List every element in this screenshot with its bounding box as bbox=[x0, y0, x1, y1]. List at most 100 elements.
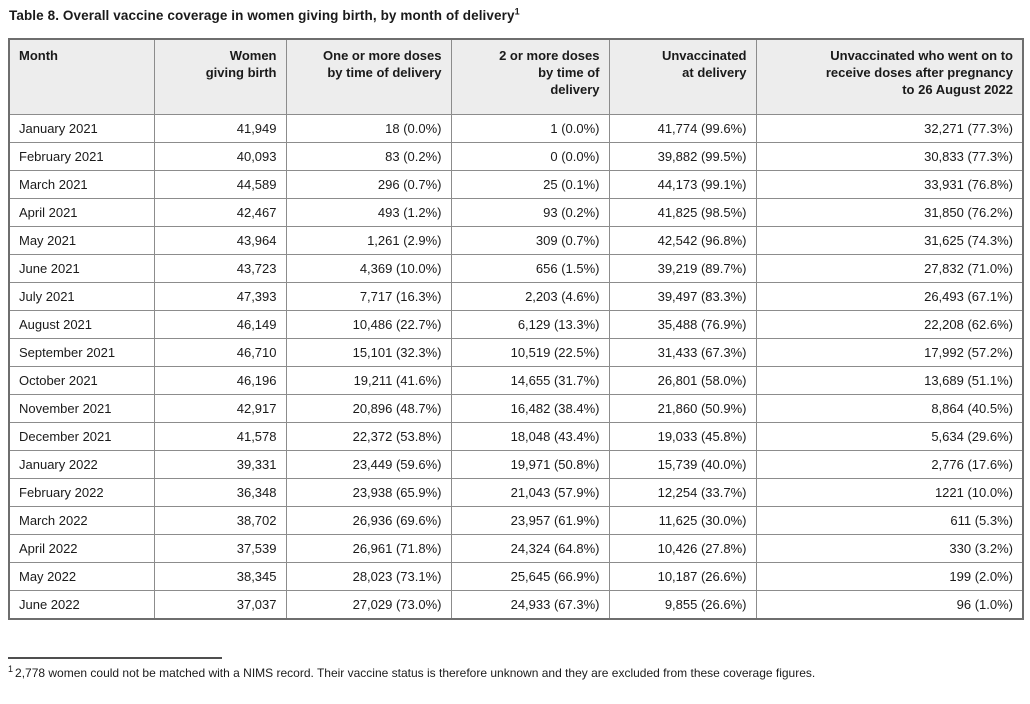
cell-unvaccinated-later-doses: 26,493 (67.1%) bbox=[755, 282, 1024, 311]
cell-one-or-more-doses: 10,486 (22.7%) bbox=[285, 310, 452, 339]
cell-women-giving-birth: 37,037 bbox=[153, 590, 287, 619]
table-title-footnote-marker: 1 bbox=[514, 6, 520, 17]
cell-two-or-more-doses: 6,129 (13.3%) bbox=[450, 310, 610, 339]
table-row: January 2021 41,949 18 (0.0%) 1 (0.0%) 41,77… bbox=[8, 114, 1024, 143]
cell-two-or-more-doses: 24,933 (67.3%) bbox=[450, 590, 610, 619]
cell-month: January 2022 bbox=[8, 450, 155, 479]
cell-two-or-more-doses: 2,203 (4.6%) bbox=[450, 282, 610, 311]
cell-women-giving-birth: 37,539 bbox=[153, 534, 287, 563]
cell-women-giving-birth: 38,345 bbox=[153, 562, 287, 591]
table-row: April 2021 42,467 493 (1.2%) 93 (0.2%) 41,82… bbox=[8, 198, 1024, 227]
table-row: January 2022 39,331 23,449 (59.6%) 19,971 (… bbox=[8, 450, 1024, 479]
cell-two-or-more-doses: 0 (0.0%) bbox=[450, 142, 610, 171]
cell-unvaccinated-later-doses: 27,832 (71.0%) bbox=[755, 254, 1024, 283]
cell-one-or-more-doses: 493 (1.2%) bbox=[285, 198, 452, 227]
table-row: December 2021 41,578 22,372 (53.8%) 18,048 … bbox=[8, 422, 1024, 451]
cell-two-or-more-doses: 10,519 (22.5%) bbox=[450, 338, 610, 367]
table-row: March 2021 44,589 296 (0.7%) 25 (0.1%) 44,17… bbox=[8, 170, 1024, 199]
cell-month: August 2021 bbox=[8, 310, 155, 339]
cell-month: November 2021 bbox=[8, 394, 155, 423]
cell-one-or-more-doses: 83 (0.2%) bbox=[285, 142, 452, 171]
header-row: Month Women giving birth One or more doses b… bbox=[8, 38, 1024, 115]
cell-unvaccinated-later-doses: 330 (3.2%) bbox=[755, 534, 1024, 563]
cell-one-or-more-doses: 26,961 (71.8%) bbox=[285, 534, 452, 563]
cell-unvaccinated-at-delivery: 26,801 (58.0%) bbox=[608, 366, 757, 395]
table-body: January 2021 41,949 18 (0.0%) 1 (0.0%) 41,77… bbox=[8, 114, 1024, 619]
table-row: June 2022 37,037 27,029 (73.0%) 24,933 (67.… bbox=[8, 590, 1024, 619]
cell-unvaccinated-later-doses: 2,776 (17.6%) bbox=[755, 450, 1024, 479]
cell-unvaccinated-later-doses: 30,833 (77.3%) bbox=[755, 142, 1024, 171]
cell-women-giving-birth: 43,723 bbox=[153, 254, 287, 283]
cell-two-or-more-doses: 23,957 (61.9%) bbox=[450, 506, 610, 535]
cell-women-giving-birth: 42,467 bbox=[153, 198, 287, 227]
cell-one-or-more-doses: 4,369 (10.0%) bbox=[285, 254, 452, 283]
footnote-marker: 1 bbox=[8, 664, 14, 674]
cell-month: May 2022 bbox=[8, 562, 155, 591]
cell-unvaccinated-at-delivery: 31,433 (67.3%) bbox=[608, 338, 757, 367]
footnote-text: 2,778 women could not be matched with a … bbox=[15, 666, 816, 680]
cell-one-or-more-doses: 27,029 (73.0%) bbox=[285, 590, 452, 619]
column-header-unvaccinated-at-delivery: Unvaccinated at delivery bbox=[608, 38, 757, 115]
cell-unvaccinated-at-delivery: 39,497 (83.3%) bbox=[608, 282, 757, 311]
table-row: September 2021 46,710 15,101 (32.3%) 10,519… bbox=[8, 338, 1024, 367]
cell-women-giving-birth: 47,393 bbox=[153, 282, 287, 311]
cell-month: October 2021 bbox=[8, 366, 155, 395]
cell-one-or-more-doses: 7,717 (16.3%) bbox=[285, 282, 452, 311]
cell-month: December 2021 bbox=[8, 422, 155, 451]
cell-unvaccinated-at-delivery: 15,739 (40.0%) bbox=[608, 450, 757, 479]
table-title: Table 8. Overall vaccine coverage in wom… bbox=[9, 6, 520, 23]
table-row: May 2021 43,964 1,261 (2.9%) 309 (0.7%) 42,5… bbox=[8, 226, 1024, 255]
cell-two-or-more-doses: 24,324 (64.8%) bbox=[450, 534, 610, 563]
cell-unvaccinated-later-doses: 32,271 (77.3%) bbox=[755, 114, 1024, 143]
cell-unvaccinated-at-delivery: 41,774 (99.6%) bbox=[608, 114, 757, 143]
cell-unvaccinated-later-doses: 31,850 (76.2%) bbox=[755, 198, 1024, 227]
cell-women-giving-birth: 41,578 bbox=[153, 422, 287, 451]
table-row: February 2021 40,093 83 (0.2%) 0 (0.0%) 39,8… bbox=[8, 142, 1024, 171]
cell-two-or-more-doses: 93 (0.2%) bbox=[450, 198, 610, 227]
cell-women-giving-birth: 44,589 bbox=[153, 170, 287, 199]
cell-unvaccinated-later-doses: 8,864 (40.5%) bbox=[755, 394, 1024, 423]
cell-unvaccinated-later-doses: 31,625 (74.3%) bbox=[755, 226, 1024, 255]
cell-unvaccinated-at-delivery: 19,033 (45.8%) bbox=[608, 422, 757, 451]
cell-two-or-more-doses: 18,048 (43.4%) bbox=[450, 422, 610, 451]
cell-two-or-more-doses: 16,482 (38.4%) bbox=[450, 394, 610, 423]
table-row: May 2022 38,345 28,023 (73.1%) 25,645 (66.9… bbox=[8, 562, 1024, 591]
cell-unvaccinated-later-doses: 22,208 (62.6%) bbox=[755, 310, 1024, 339]
cell-unvaccinated-at-delivery: 21,860 (50.9%) bbox=[608, 394, 757, 423]
cell-unvaccinated-later-doses: 5,634 (29.6%) bbox=[755, 422, 1024, 451]
cell-unvaccinated-at-delivery: 10,187 (26.6%) bbox=[608, 562, 757, 591]
cell-two-or-more-doses: 14,655 (31.7%) bbox=[450, 366, 610, 395]
cell-women-giving-birth: 46,710 bbox=[153, 338, 287, 367]
cell-one-or-more-doses: 18 (0.0%) bbox=[285, 114, 452, 143]
cell-unvaccinated-later-doses: 96 (1.0%) bbox=[755, 590, 1024, 619]
cell-unvaccinated-at-delivery: 12,254 (33.7%) bbox=[608, 478, 757, 507]
column-header-unvaccinated-later-doses: Unvaccinated who went on to receive doses… bbox=[755, 38, 1024, 115]
vaccine-coverage-table: Month Women giving birth One or more doses b… bbox=[8, 38, 1024, 620]
footnote: 1 2,778 women could not be matched with a… bbox=[8, 665, 1018, 681]
cell-two-or-more-doses: 1 (0.0%) bbox=[450, 114, 610, 143]
cell-unvaccinated-at-delivery: 41,825 (98.5%) bbox=[608, 198, 757, 227]
cell-two-or-more-doses: 656 (1.5%) bbox=[450, 254, 610, 283]
cell-one-or-more-doses: 19,211 (41.6%) bbox=[285, 366, 452, 395]
table-row: October 2021 46,196 19,211 (41.6%) 14,655 (… bbox=[8, 366, 1024, 395]
cell-two-or-more-doses: 25,645 (66.9%) bbox=[450, 562, 610, 591]
table-row: February 2022 36,348 23,938 (65.9%) 21,043 … bbox=[8, 478, 1024, 507]
column-header-one-or-more-doses: One or more doses by time of delivery bbox=[285, 38, 452, 115]
table-title-text: Table 8. Overall vaccine coverage in wom… bbox=[9, 8, 515, 23]
cell-unvaccinated-later-doses: 13,689 (51.1%) bbox=[755, 366, 1024, 395]
cell-month: June 2022 bbox=[8, 590, 155, 619]
table-row: August 2021 46,149 10,486 (22.7%) 6,129 (13… bbox=[8, 310, 1024, 339]
column-header-two-or-more-doses: 2 or more doses by time of delivery bbox=[450, 38, 610, 115]
cell-two-or-more-doses: 25 (0.1%) bbox=[450, 170, 610, 199]
table-row: March 2022 38,702 26,936 (69.6%) 23,957 (61… bbox=[8, 506, 1024, 535]
cell-unvaccinated-at-delivery: 11,625 (30.0%) bbox=[608, 506, 757, 535]
cell-unvaccinated-later-doses: 199 (2.0%) bbox=[755, 562, 1024, 591]
cell-month: March 2022 bbox=[8, 506, 155, 535]
cell-unvaccinated-later-doses: 17,992 (57.2%) bbox=[755, 338, 1024, 367]
cell-two-or-more-doses: 19,971 (50.8%) bbox=[450, 450, 610, 479]
cell-month: February 2021 bbox=[8, 142, 155, 171]
footnote-rule bbox=[8, 657, 222, 659]
table-row: July 2021 47,393 7,717 (16.3%) 2,203 (4.6%)… bbox=[8, 282, 1024, 311]
cell-one-or-more-doses: 20,896 (48.7%) bbox=[285, 394, 452, 423]
cell-women-giving-birth: 38,702 bbox=[153, 506, 287, 535]
